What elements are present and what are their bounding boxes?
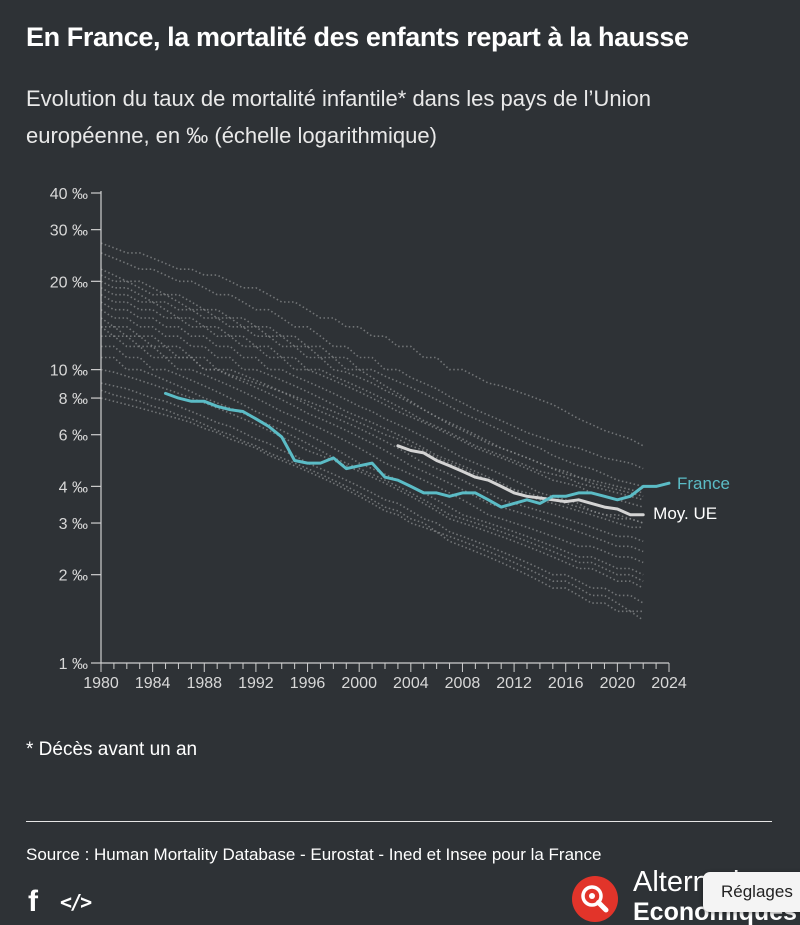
country-series-line bbox=[100, 252, 644, 470]
country-series-line bbox=[100, 309, 644, 529]
country-series-line bbox=[100, 287, 644, 501]
y-tick-label: 2 ‰ bbox=[59, 568, 88, 585]
x-tick-label: 1980 bbox=[83, 675, 119, 692]
country-series-line bbox=[101, 345, 644, 576]
y-tick-label: 30 ‰ bbox=[50, 223, 88, 240]
y-tick-label: 8 ‰ bbox=[59, 391, 88, 408]
x-tick-label: 2008 bbox=[445, 675, 481, 692]
country-series-line bbox=[100, 389, 644, 613]
share-toolbar: f </> bbox=[28, 884, 92, 920]
y-tick-label: 4 ‰ bbox=[59, 479, 88, 496]
x-tick-label: 2004 bbox=[393, 675, 429, 692]
footnote: * Décès avant un an bbox=[26, 739, 198, 760]
country-series-line bbox=[100, 317, 644, 543]
embed-code-icon[interactable]: </> bbox=[60, 890, 92, 914]
eu-average-line bbox=[396, 444, 645, 517]
settings-button[interactable]: Réglages bbox=[703, 872, 800, 912]
country-series-line bbox=[100, 382, 644, 604]
country-series-line bbox=[100, 397, 644, 621]
y-tick-label: 6 ‰ bbox=[59, 428, 88, 445]
x-tick-label: 1996 bbox=[290, 675, 326, 692]
x-tick-label: 2012 bbox=[496, 675, 532, 692]
magnifier-logo-icon bbox=[572, 876, 618, 922]
y-tick-label: 40 ‰ bbox=[50, 186, 88, 203]
country-series-line bbox=[101, 335, 644, 564]
country-series-line bbox=[100, 268, 644, 488]
x-tick-label: 2000 bbox=[341, 675, 377, 692]
country-series-line bbox=[100, 326, 644, 524]
y-tick-label: 20 ‰ bbox=[50, 274, 88, 291]
x-tick-label: 2016 bbox=[548, 675, 584, 692]
x-tick-label: 1992 bbox=[238, 675, 274, 692]
chart-title: En France, la mortalité des enfants repa… bbox=[26, 22, 689, 52]
facebook-icon[interactable]: f bbox=[28, 885, 38, 918]
country-series-line bbox=[101, 356, 644, 582]
highlight-lines bbox=[164, 391, 671, 517]
x-tick-label: 1984 bbox=[135, 675, 171, 692]
line-chart: 1 ‰ 2 ‰ 3 ‰ 4 ‰ 6 ‰ 8 ‰ 10 ‰ 20 ‰ 30 ‰ 40 ‰ 1980 19… bbox=[50, 186, 730, 692]
country-series-line bbox=[100, 368, 644, 589]
y-tick-label: 10 ‰ bbox=[50, 363, 88, 380]
country-series-line bbox=[100, 301, 644, 524]
series-label-eu-average: Moy. UE bbox=[653, 504, 717, 523]
source-note: Source : Human Mortality Database - Euro… bbox=[26, 845, 602, 864]
y-tick-label: 3 ‰ bbox=[59, 516, 88, 533]
eu-country-lines bbox=[100, 242, 644, 621]
x-tick-label: 1988 bbox=[186, 675, 222, 692]
y-tick-label: 1 ‰ bbox=[59, 656, 88, 673]
x-tick-label: 2020 bbox=[600, 675, 636, 692]
france-line bbox=[164, 391, 671, 509]
x-tick-label: 2024 bbox=[651, 675, 687, 692]
country-series-line bbox=[101, 326, 644, 553]
chart-axes: 1 ‰ 2 ‰ 3 ‰ 4 ‰ 6 ‰ 8 ‰ 10 ‰ 20 ‰ 30 ‰ 40 ‰ 1980 19… bbox=[50, 186, 687, 692]
chart-subtitle: Evolution du taux de mortalité infantile… bbox=[26, 86, 651, 148]
series-label-france: France bbox=[677, 474, 730, 493]
country-series-line bbox=[100, 294, 644, 508]
country-series-line bbox=[100, 274, 644, 494]
footer-divider bbox=[26, 821, 772, 822]
